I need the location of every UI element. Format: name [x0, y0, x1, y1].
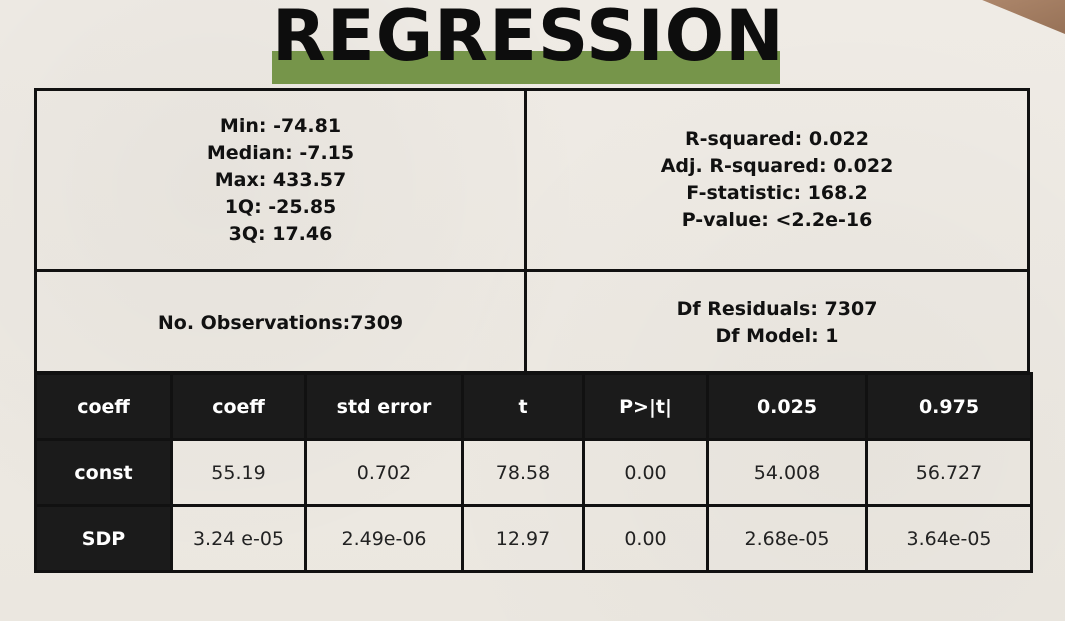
title-highlight-bar: [272, 51, 780, 84]
observations-count: No. Observations:7309: [157, 311, 404, 334]
residual-min: Min: -74.81: [219, 114, 342, 137]
row-label: SDP: [34, 504, 173, 573]
title-block: REGRESSION: [272, 0, 785, 84]
table-cell: 54.008: [706, 438, 868, 507]
table-cell: 3.24 e-05: [170, 504, 307, 573]
observations-cell: No. Observations:7309: [37, 272, 524, 374]
header-cell: P>|t|: [582, 372, 709, 441]
page-title: REGRESSION: [272, 0, 785, 77]
residual-q3: 3Q: 17.46: [228, 222, 333, 245]
degrees-of-freedom-cell: Df Residuals: 7307 Df Model: 1: [527, 272, 1027, 374]
table-cell: 78.58: [461, 438, 585, 507]
summary-divider-horizontal: [37, 269, 1027, 272]
table-cell: 55.19: [170, 438, 307, 507]
summary-divider-vertical: [524, 91, 527, 371]
table-cell: 2.68e-05: [706, 504, 868, 573]
residual-max: Max: 433.57: [214, 168, 347, 191]
table-cell: 56.727: [865, 438, 1033, 507]
df-residuals: Df Residuals: 7307: [676, 298, 878, 320]
header-cell: t: [461, 372, 585, 441]
r-squared: R-squared: 0.022: [685, 128, 869, 150]
row-label: const: [34, 438, 173, 507]
fit-statistics-cell: R-squared: 0.022 Adj. R-squared: 0.022 F…: [527, 91, 1027, 269]
df-model: Df Model: 1: [715, 325, 839, 347]
table-cell: 0.00: [582, 504, 709, 573]
header-cell: 0.025: [706, 372, 868, 441]
table-header-row: coeff coeff std error t P>|t| 0.025 0.97…: [34, 372, 1033, 441]
header-cell: 0.975: [865, 372, 1033, 441]
table-cell: 12.97: [461, 504, 585, 573]
header-cell: coeff: [34, 372, 173, 441]
table-row: const 55.19 0.702 78.58 0.00 54.008 56.7…: [34, 438, 1033, 507]
adj-r-squared: Adj. R-squared: 0.022: [660, 155, 894, 177]
residual-median: Median: -7.15: [206, 141, 355, 164]
table-cell: 3.64e-05: [865, 504, 1033, 573]
f-statistic: F-statistic: 168.2: [686, 182, 868, 204]
coefficient-table: coeff coeff std error t P>|t| 0.025 0.97…: [34, 372, 1033, 573]
residuals-cell: Min: -74.81 Median: -7.15 Max: 433.57 1Q…: [37, 91, 524, 269]
header-cell: std error: [304, 372, 464, 441]
table-row: SDP 3.24 e-05 2.49e-06 12.97 0.00 2.68e-…: [34, 504, 1033, 573]
table-cell: 0.00: [582, 438, 709, 507]
table-cell: 2.49e-06: [304, 504, 464, 573]
summary-box: Min: -74.81 Median: -7.15 Max: 433.57 1Q…: [34, 88, 1030, 374]
residual-q1: 1Q: -25.85: [224, 195, 337, 218]
p-value: P-value: <2.2e-16: [681, 209, 873, 231]
header-cell: coeff: [170, 372, 307, 441]
table-cell: 0.702: [304, 438, 464, 507]
